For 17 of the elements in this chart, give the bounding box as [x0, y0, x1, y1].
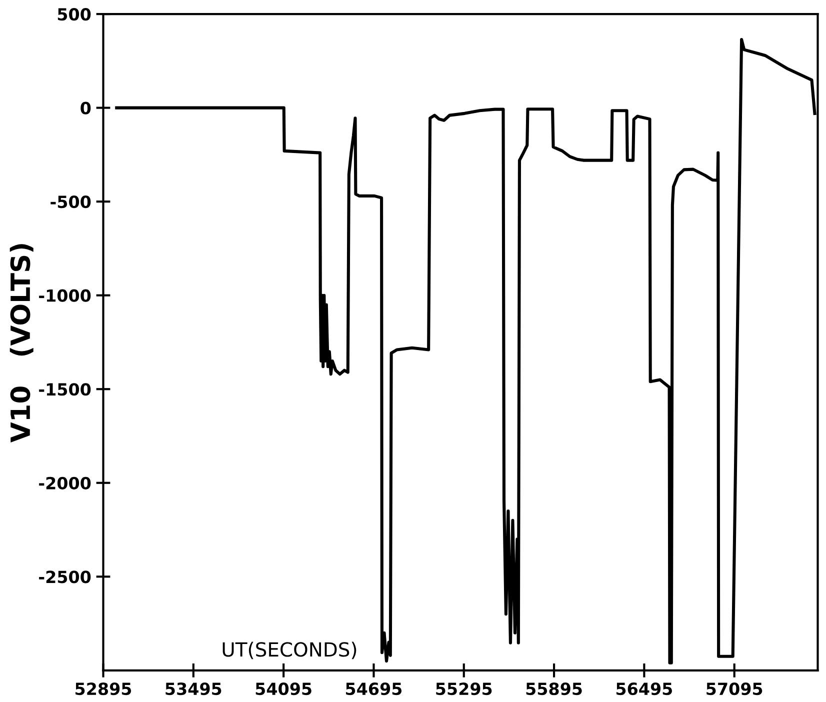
x-tick-label: 54095 — [256, 682, 312, 696]
x-tick-label: 54695 — [346, 682, 402, 696]
y-tick-label: -2000 — [39, 476, 91, 490]
y-tick-label: 500 — [58, 8, 91, 21]
y-tick-label: -500 — [50, 196, 91, 208]
y-axis-title: V10 (VOLTS) — [10, 244, 34, 442]
y-tick-label: 0 — [80, 102, 91, 114]
x-tick-label: 57095 — [706, 682, 762, 696]
x-tick-label: 56495 — [616, 682, 672, 696]
y-tick-label: -2500 — [39, 570, 91, 584]
x-tick-label: 55295 — [436, 682, 492, 696]
x-tick-label: 53495 — [166, 682, 222, 696]
annotation: UT(SECONDS) — [222, 642, 356, 660]
x-tick-label: 55895 — [526, 682, 582, 696]
y-tick-label: -1000 — [39, 289, 91, 302]
x-tick-label: 52895 — [76, 682, 132, 696]
y-tick-label: -1500 — [39, 383, 91, 396]
